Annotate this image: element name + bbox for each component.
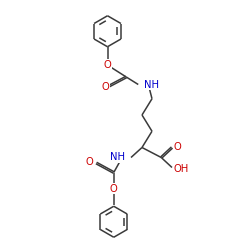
Text: NH: NH xyxy=(110,152,126,162)
Text: OH: OH xyxy=(174,164,189,174)
Text: O: O xyxy=(102,82,110,92)
Text: O: O xyxy=(104,60,112,70)
Text: O: O xyxy=(86,157,93,167)
Text: NH: NH xyxy=(144,80,159,90)
Text: O: O xyxy=(110,184,118,194)
Text: O: O xyxy=(174,142,182,152)
